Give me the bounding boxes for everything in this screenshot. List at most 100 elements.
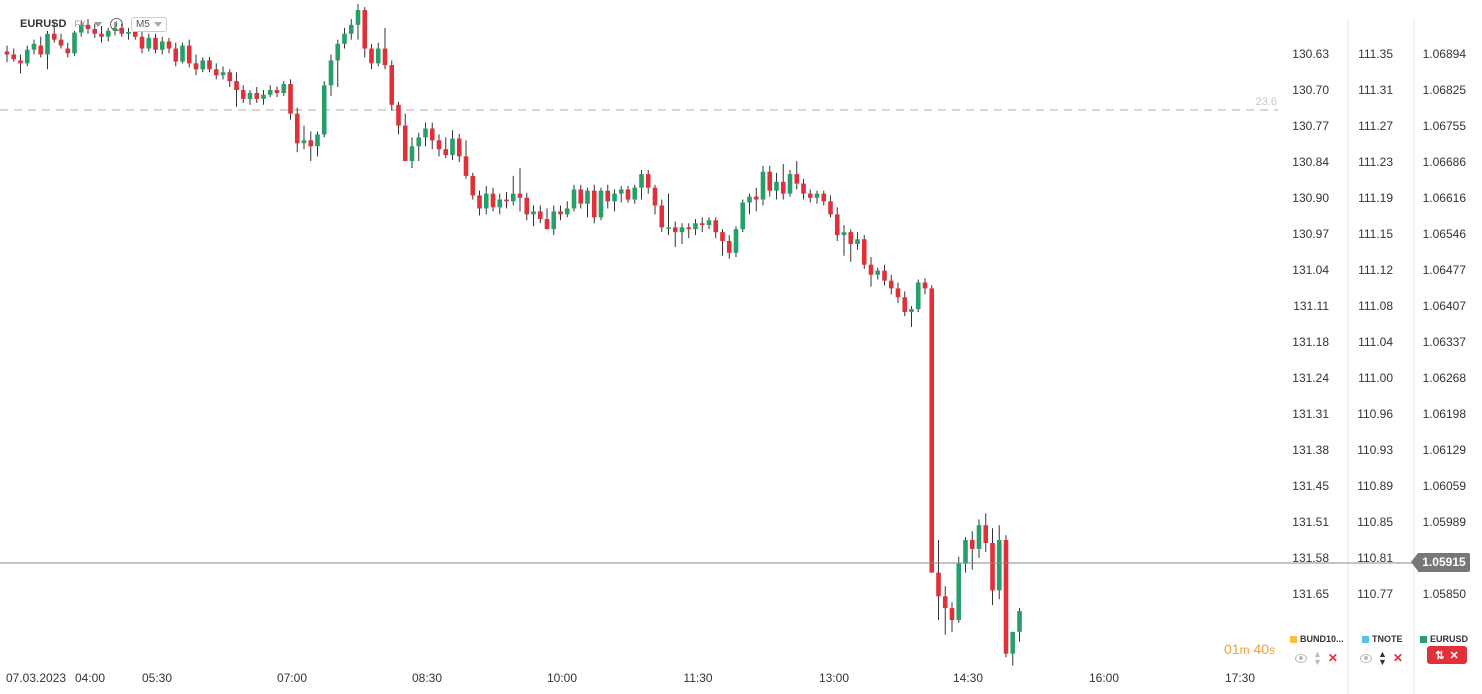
candle-body	[65, 48, 71, 54]
candle-body	[38, 45, 44, 55]
timeframe-value: M5	[135, 18, 150, 30]
adjust-icon[interactable]: ⇅	[1435, 649, 1445, 662]
candle	[983, 513, 989, 552]
eye-icon[interactable]	[1295, 653, 1307, 663]
candle	[537, 205, 543, 224]
candle	[1010, 631, 1016, 666]
candle-body	[888, 280, 894, 289]
candle	[760, 165, 766, 206]
candle	[848, 229, 854, 262]
candle	[652, 184, 658, 215]
candle	[99, 26, 104, 43]
legend-controls-eurusd: ⇅ ✕	[1427, 646, 1467, 664]
candle-body	[240, 90, 246, 99]
candle	[558, 205, 563, 221]
candle-body	[531, 211, 536, 215]
candle-body	[834, 214, 840, 236]
candle	[45, 30, 50, 70]
candle-body	[625, 189, 631, 200]
candle	[841, 225, 847, 256]
candle-body	[497, 199, 503, 208]
candle-body	[618, 189, 624, 194]
legend-label-bund: BUND10...	[1300, 634, 1344, 644]
candle-body	[659, 205, 665, 228]
candle-body	[652, 187, 658, 206]
countdown-minutes: 01	[1224, 641, 1240, 657]
candle-body	[922, 282, 928, 289]
close-icon[interactable]: ✕	[1449, 649, 1459, 662]
reorder-arrows-icon[interactable]: ▲ ▼	[1313, 649, 1322, 667]
candle-body	[200, 60, 206, 70]
candle-body	[51, 33, 57, 40]
candle	[166, 37, 172, 54]
chevron-down-icon	[153, 21, 162, 27]
candle-body	[396, 104, 401, 126]
legend-tnote[interactable]: TNOTE	[1362, 634, 1403, 644]
candle-body	[369, 48, 374, 64]
candle-body	[186, 45, 192, 64]
candle-body	[747, 196, 752, 203]
candle	[490, 187, 496, 212]
candle-body	[490, 193, 496, 208]
legend-swatch-tnote	[1362, 635, 1369, 643]
candle-body	[92, 29, 98, 34]
candle-body	[477, 195, 482, 209]
candle-body	[983, 525, 989, 544]
candle-body	[261, 94, 266, 99]
candle	[65, 42, 71, 58]
candle	[402, 113, 408, 162]
y-tick-label: 110.93	[1357, 443, 1393, 457]
candle	[510, 175, 516, 206]
candle-body	[416, 137, 422, 147]
candle-body	[456, 138, 462, 157]
candle-body	[632, 187, 638, 200]
y-axis-eurusd: 1.06894 1.06825 1.06755 1.06686 1.06616 1.065…	[1423, 47, 1467, 601]
close-icon[interactable]: ✕	[1392, 651, 1403, 665]
candle	[261, 90, 266, 105]
chevron-down-icon[interactable]	[93, 21, 102, 27]
candle-body	[227, 72, 233, 82]
y-tick-label: 110.96	[1357, 407, 1393, 421]
candle	[342, 27, 347, 49]
candle-body	[355, 10, 361, 25]
candle-body	[294, 113, 300, 144]
candle	[315, 131, 320, 157]
candle	[450, 130, 455, 160]
candle-body	[504, 199, 509, 202]
candle	[483, 185, 489, 215]
symbol-label[interactable]: EURUSD	[20, 18, 67, 30]
candle-body	[483, 193, 489, 209]
legend-bund[interactable]: BUND10...	[1290, 634, 1344, 644]
candle-body	[126, 31, 131, 34]
candle	[220, 66, 226, 80]
candle	[936, 540, 941, 620]
candle	[699, 217, 705, 233]
timeframe-select[interactable]: M5	[130, 16, 167, 32]
candle	[267, 85, 273, 98]
candle-body	[571, 189, 577, 209]
y-tick-label: 1.06825	[1423, 83, 1467, 97]
candle	[861, 235, 867, 269]
candle	[679, 223, 685, 244]
candle	[551, 205, 557, 236]
reorder-arrows-icon[interactable]: ▲ ▼	[1378, 649, 1387, 667]
candle	[436, 134, 442, 157]
candle-body	[213, 69, 219, 76]
candle	[213, 63, 219, 80]
info-icon[interactable]: i	[109, 17, 123, 31]
candle	[396, 101, 401, 135]
candle-body	[463, 156, 469, 176]
y-tick-label: 1.06686	[1423, 155, 1467, 169]
eye-icon[interactable]	[1360, 653, 1372, 663]
candle-body	[132, 31, 138, 37]
candle	[713, 217, 719, 239]
candle	[868, 256, 874, 287]
close-icon[interactable]: ✕	[1327, 651, 1338, 665]
legend-controls-tnote: ▲ ▼ ✕	[1360, 649, 1403, 667]
x-tick-label: 16:00	[1089, 671, 1119, 685]
legend-eurusd[interactable]: EURUSD	[1420, 634, 1468, 644]
candle-body	[990, 543, 995, 591]
candle	[416, 132, 422, 162]
candle	[247, 90, 253, 105]
